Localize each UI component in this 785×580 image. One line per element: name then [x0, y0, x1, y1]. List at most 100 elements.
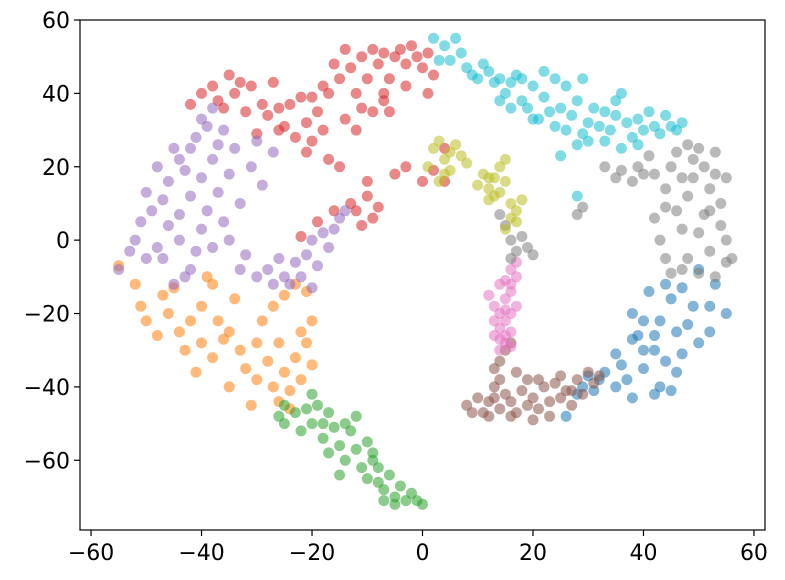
data-point: [361, 73, 373, 85]
data-point: [306, 282, 318, 294]
data-point: [196, 172, 207, 184]
data-point: [610, 381, 622, 393]
data-point: [687, 300, 699, 312]
x-tick-label: −60: [68, 541, 114, 566]
data-point: [560, 80, 572, 92]
data-point: [267, 300, 279, 312]
data-point: [278, 289, 290, 301]
data-point: [466, 407, 478, 419]
data-point: [273, 102, 285, 114]
data-point: [295, 326, 307, 338]
data-point: [411, 51, 423, 63]
x-tick-label: 0: [416, 541, 430, 566]
data-point: [190, 245, 202, 257]
data-point: [665, 161, 677, 173]
data-point: [289, 352, 301, 364]
data-point: [676, 264, 688, 275]
data-point: [632, 161, 644, 173]
data-point: [417, 62, 428, 74]
data-point: [394, 480, 406, 492]
data-point: [599, 161, 611, 173]
data-point: [450, 139, 462, 151]
data-point: [660, 183, 672, 195]
data-point: [389, 168, 401, 180]
data-point: [372, 201, 384, 213]
data-point: [306, 234, 318, 246]
data-point: [378, 495, 390, 507]
data-point: [173, 153, 185, 165]
series-3: [185, 40, 451, 242]
data-point: [383, 106, 395, 118]
data-point: [240, 249, 252, 261]
data-point: [301, 403, 312, 415]
data-point: [301, 249, 312, 261]
data-point: [704, 183, 716, 195]
data-point: [168, 142, 180, 154]
data-point: [593, 120, 605, 132]
data-point: [505, 286, 517, 297]
x-tick-label: 60: [740, 541, 768, 566]
data-point: [510, 366, 522, 378]
data-point: [555, 150, 567, 162]
data-point: [516, 231, 528, 242]
data-point: [334, 469, 346, 481]
data-point: [135, 216, 147, 228]
data-point: [665, 385, 677, 397]
data-point: [527, 80, 539, 92]
data-point: [383, 73, 395, 85]
data-point: [273, 253, 285, 264]
data-point: [577, 73, 589, 85]
data-point: [223, 234, 235, 246]
data-point: [726, 253, 738, 264]
data-point: [350, 205, 362, 217]
data-point: [223, 69, 235, 81]
data-point: [273, 410, 285, 422]
data-point: [494, 403, 506, 415]
data-point: [135, 300, 147, 312]
data-point: [185, 98, 196, 110]
data-point: [223, 168, 235, 180]
data-point: [527, 113, 539, 125]
data-point: [295, 374, 307, 386]
series-5: [461, 337, 605, 426]
data-point: [306, 359, 318, 371]
data-point: [665, 293, 677, 305]
data-point: [196, 87, 207, 99]
data-point: [378, 47, 390, 59]
data-point: [632, 113, 644, 125]
data-point: [654, 234, 666, 246]
data-point: [682, 139, 694, 151]
data-point: [505, 396, 517, 408]
y-tick-label: −20: [24, 303, 70, 328]
data-point: [649, 168, 660, 180]
y-tick-label: 60: [42, 9, 70, 34]
data-point: [328, 421, 340, 433]
data-point: [704, 326, 716, 338]
data-point: [687, 153, 699, 165]
data-point: [615, 359, 627, 371]
data-point: [505, 326, 517, 338]
data-point: [129, 234, 141, 246]
data-point: [433, 54, 445, 66]
data-point: [173, 209, 185, 220]
data-point: [566, 385, 578, 397]
data-point: [682, 253, 694, 264]
data-point: [444, 54, 456, 66]
data-point: [571, 374, 583, 386]
data-point: [328, 58, 340, 70]
data-point: [505, 253, 517, 264]
data-point: [505, 410, 517, 422]
data-point: [389, 498, 401, 510]
data-point: [317, 432, 329, 444]
data-point: [157, 194, 169, 206]
data-point: [638, 363, 649, 375]
data-point: [207, 102, 219, 114]
data-point: [422, 161, 434, 173]
y-tick-label: 40: [42, 82, 70, 107]
data-point: [494, 95, 506, 107]
data-point: [709, 168, 721, 180]
data-point: [185, 190, 196, 202]
data-point: [693, 267, 705, 279]
data-point: [323, 447, 335, 459]
data-point: [643, 106, 655, 118]
